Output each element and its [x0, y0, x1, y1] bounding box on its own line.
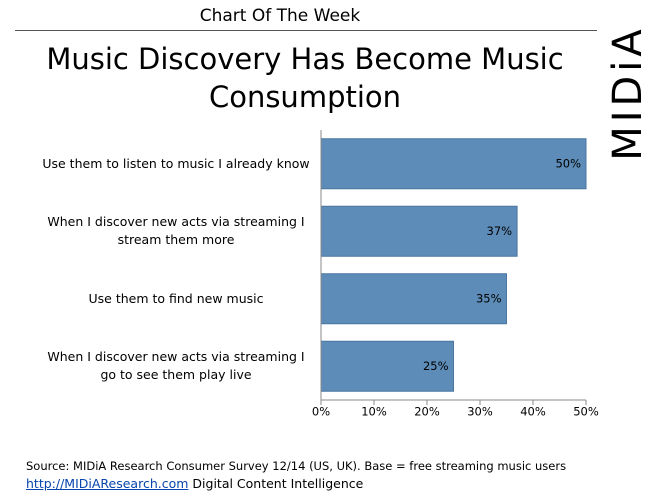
- category-label: When I discover new acts via streaming I…: [47, 214, 305, 248]
- footer-line: http://MIDiAResearch.com Digital Content…: [26, 476, 363, 491]
- source-note: Source: MIDiA Research Consumer Survey 1…: [26, 459, 567, 473]
- x-tick-label: 30%: [467, 405, 493, 419]
- header-rule: [15, 30, 597, 31]
- value-label: 25%: [423, 359, 449, 373]
- bar: [320, 340, 454, 392]
- header-label: Chart Of The Week: [199, 6, 361, 26]
- x-tick-label: 40%: [520, 405, 546, 419]
- tagline: Digital Content Intelligence: [192, 476, 364, 491]
- value-label: 50%: [555, 156, 581, 170]
- category-label: Use them to listen to music I already kn…: [42, 155, 310, 171]
- x-tick-label: 50%: [573, 405, 599, 419]
- bar: [320, 205, 518, 257]
- x-tick-label: 10%: [361, 405, 387, 419]
- chart-title: Music Discovery Has Become Music Consump…: [46, 42, 564, 114]
- value-label: 35%: [476, 291, 502, 305]
- x-tick-label: 20%: [414, 405, 440, 419]
- category-label: Use them to find new music: [88, 290, 264, 306]
- x-tick-label: 0%: [312, 405, 330, 419]
- bar: [320, 138, 587, 190]
- value-label: 37%: [487, 224, 513, 238]
- website-link[interactable]: http://MIDiAResearch.com: [26, 476, 189, 491]
- category-label: When I discover new acts via streaming I…: [47, 349, 305, 383]
